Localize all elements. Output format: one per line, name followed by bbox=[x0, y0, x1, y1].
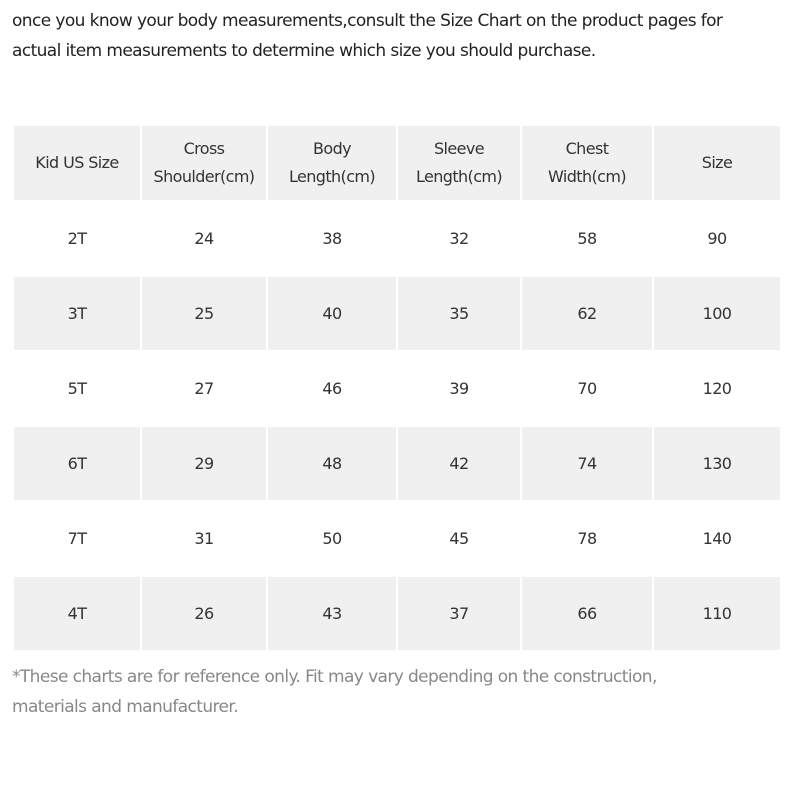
size-table: Kid US Size Cross Shoulder(cm) Body Length… bbox=[12, 124, 782, 652]
table-body: 2T 24 38 32 58 90 3T 25 40 35 62 100 5T 27 46 39 70 120 6T… bbox=[12, 200, 782, 652]
table-cell: 66 bbox=[520, 575, 654, 652]
table-cell: 70 bbox=[520, 350, 654, 427]
header-cell: Body Length(cm) bbox=[266, 124, 398, 202]
table-cell: 27 bbox=[140, 350, 268, 427]
table-cell: 4T bbox=[12, 575, 142, 652]
table-cell: 110 bbox=[652, 575, 782, 652]
table-cell: 120 bbox=[652, 350, 782, 427]
table-row: 6T 29 48 42 74 130 bbox=[12, 425, 782, 502]
table-cell: 100 bbox=[652, 275, 782, 352]
table-cell: 25 bbox=[140, 275, 268, 352]
table-cell: 46 bbox=[266, 350, 398, 427]
table-cell: 45 bbox=[396, 500, 522, 577]
table-cell: 74 bbox=[520, 425, 654, 502]
table-cell: 6T bbox=[12, 425, 142, 502]
table-cell: 32 bbox=[396, 200, 522, 277]
table-row: 4T 26 43 37 66 110 bbox=[12, 575, 782, 652]
table-cell: 62 bbox=[520, 275, 654, 352]
table-cell: 24 bbox=[140, 200, 268, 277]
table-head: Kid US Size Cross Shoulder(cm) Body Length… bbox=[12, 124, 782, 202]
header-row: Kid US Size Cross Shoulder(cm) Body Length… bbox=[12, 124, 782, 202]
footnote: *These charts are for reference only. Fi… bbox=[12, 667, 657, 717]
table-cell: 29 bbox=[140, 425, 268, 502]
table-cell: 7T bbox=[12, 500, 142, 577]
table-cell: 3T bbox=[12, 275, 142, 352]
table-cell: 40 bbox=[266, 275, 398, 352]
table-cell: 140 bbox=[652, 500, 782, 577]
table-cell: 5T bbox=[12, 350, 142, 427]
header-cell: Chest Width(cm) bbox=[520, 124, 654, 202]
table-cell: 42 bbox=[396, 425, 522, 502]
header-cell: Size bbox=[652, 124, 782, 202]
table-cell: 130 bbox=[652, 425, 782, 502]
intro-text: once you know your body measurements,con… bbox=[12, 11, 723, 61]
table-cell: 38 bbox=[266, 200, 398, 277]
header-cell: Cross Shoulder(cm) bbox=[140, 124, 268, 202]
table-cell: 26 bbox=[140, 575, 268, 652]
table-cell: 37 bbox=[396, 575, 522, 652]
table-row: 3T 25 40 35 62 100 bbox=[12, 275, 782, 352]
table-cell: 58 bbox=[520, 200, 654, 277]
table-row: 2T 24 38 32 58 90 bbox=[12, 200, 782, 277]
table-cell: 43 bbox=[266, 575, 398, 652]
table-cell: 39 bbox=[396, 350, 522, 427]
header-cell: Sleeve Length(cm) bbox=[396, 124, 522, 202]
table-cell: 2T bbox=[12, 200, 142, 277]
table-row: 5T 27 46 39 70 120 bbox=[12, 350, 782, 427]
table-row: 7T 31 50 45 78 140 bbox=[12, 500, 782, 577]
table-cell: 78 bbox=[520, 500, 654, 577]
table-cell: 31 bbox=[140, 500, 268, 577]
header-cell: Kid US Size bbox=[12, 124, 142, 202]
table-cell: 35 bbox=[396, 275, 522, 352]
table-cell: 48 bbox=[266, 425, 398, 502]
table-cell: 90 bbox=[652, 200, 782, 277]
table-cell: 50 bbox=[266, 500, 398, 577]
